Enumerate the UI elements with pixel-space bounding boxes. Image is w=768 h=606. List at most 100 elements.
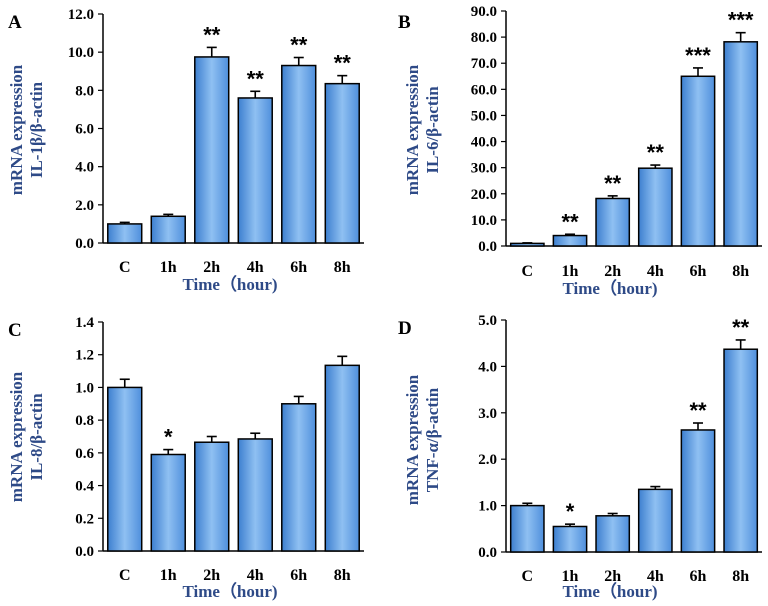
x-tick-label: 2h	[604, 263, 621, 280]
bar-a-8h	[324, 82, 360, 244]
x-tick-label: C	[522, 263, 534, 280]
x-axis-title: Time（hour)	[562, 581, 657, 601]
significance-marker: **	[732, 315, 750, 340]
x-tick-label: 8h	[334, 259, 351, 276]
bar-d-4h	[637, 488, 673, 553]
bar-b-2h	[595, 197, 631, 247]
bar-d-1h	[552, 525, 588, 553]
y-tick-label: 0.0	[478, 545, 497, 561]
significance-marker: **	[604, 171, 622, 196]
y-tick-label: 40.0	[471, 135, 497, 151]
y-axis-title-line2: IL-1β/β-actin	[27, 81, 46, 178]
chart-panel-a: A 0.0 2.0 4.0 6.0 8.0 10.0 12.0 C 1h ** 2h ** 4h ** 6h *…	[7, 7, 364, 294]
bar-a-6h	[281, 64, 317, 244]
x-tick-label: C	[119, 567, 131, 584]
chart-panel-d: D 0.0 1.0 2.0 3.0 4.0 5.0 C * 1h 2h 4h ** 6h ** 8h Time（…	[398, 313, 762, 601]
bar-d-c	[509, 504, 545, 553]
x-tick-label: C	[522, 568, 534, 585]
chart-panel-b: B 0.0 10.0 20.0 30.0 40.0 50.0 60.0 70.0 80.0 90.0…	[398, 4, 762, 298]
bar-c-c	[107, 386, 143, 552]
y-axis-title-line2: TNF-α/β-actin	[423, 387, 442, 492]
y-tick-label: 1.4	[75, 315, 94, 331]
y-tick-label: 0.4	[75, 479, 94, 495]
x-tick-label: 4h	[247, 567, 264, 584]
x-tick-label: C	[119, 259, 131, 276]
x-tick-label: 4h	[247, 259, 264, 276]
x-tick-label: 2h	[604, 568, 621, 585]
panel-label: A	[8, 12, 22, 33]
x-tick-label: 6h	[290, 567, 307, 584]
significance-marker: **	[689, 398, 707, 423]
bar-c-8h	[324, 364, 360, 552]
y-tick-label: 1.0	[478, 499, 497, 515]
significance-marker: ***	[728, 8, 754, 33]
y-axis-title-line1: mRNA expression	[403, 374, 422, 505]
bar-a-1h	[150, 215, 186, 244]
y-tick-label: 80.0	[471, 30, 497, 46]
y-axis-title-line2: IL-6/β-actin	[423, 86, 442, 174]
y-tick-label: 1.0	[75, 380, 94, 396]
y-tick-label: 4.0	[75, 160, 94, 176]
y-tick-label: 3.0	[478, 406, 497, 422]
y-tick-label: 50.0	[471, 108, 497, 124]
bar-b-8h	[723, 41, 759, 247]
x-tick-label: 8h	[732, 263, 749, 280]
x-tick-label: 8h	[334, 567, 351, 584]
y-tick-label: 0.0	[75, 544, 94, 560]
bar-d-6h	[680, 429, 716, 553]
panel-label: C	[8, 320, 22, 341]
significance-marker: **	[203, 22, 221, 47]
bar-c-1h	[150, 453, 186, 552]
x-tick-label: 2h	[203, 259, 220, 276]
y-tick-label: 0.6	[75, 446, 94, 462]
y-tick-label: 30.0	[471, 161, 497, 177]
significance-marker: ***	[685, 43, 711, 68]
y-tick-label: 0.2	[75, 511, 94, 527]
x-tick-label: 1h	[562, 263, 579, 280]
y-axis-title-line1: mRNA expression	[7, 371, 26, 502]
bar-b-4h	[637, 167, 673, 247]
x-tick-label: 2h	[203, 567, 220, 584]
significance-marker: **	[647, 140, 665, 165]
significance-marker: *	[566, 499, 575, 524]
x-tick-label: 4h	[647, 263, 664, 280]
panel-label: B	[398, 12, 411, 33]
x-tick-label: 6h	[690, 568, 707, 585]
bar-c-6h	[281, 403, 317, 552]
y-tick-label: 0.0	[75, 236, 94, 252]
y-tick-label: 0.0	[478, 239, 497, 255]
x-axis-title: Time（hour)	[182, 274, 277, 294]
y-axis-title-line2: IL-8/β-actin	[27, 393, 46, 481]
y-tick-label: 5.0	[478, 313, 497, 329]
y-tick-label: 0.8	[75, 413, 94, 429]
y-tick-label: 10.0	[471, 213, 497, 229]
x-tick-label: 1h	[160, 259, 177, 276]
x-tick-label: 6h	[690, 263, 707, 280]
significance-marker: **	[290, 33, 308, 58]
bar-a-c	[107, 223, 143, 244]
bar-c-4h	[237, 438, 273, 552]
significance-marker: **	[247, 66, 265, 91]
x-tick-label: 6h	[290, 259, 307, 276]
bar-b-1h	[552, 234, 588, 247]
bar-b-c	[509, 242, 545, 247]
y-tick-label: 10.0	[68, 45, 94, 61]
x-axis-title: Time（hour)	[562, 278, 657, 298]
x-axis-title: Time（hour)	[182, 581, 277, 601]
significance-marker: **	[334, 51, 352, 76]
y-tick-label: 70.0	[471, 56, 497, 72]
y-tick-label: 1.2	[75, 348, 94, 364]
y-axis-title-line1: mRNA expression	[403, 64, 422, 195]
panel-label: D	[398, 318, 412, 339]
bar-b-6h	[680, 75, 716, 247]
significance-marker: **	[561, 209, 579, 234]
x-tick-label: 1h	[160, 567, 177, 584]
bar-c-2h	[194, 441, 230, 552]
chart-panel-c: C 0.0 0.2 0.4 0.6 0.8 1.0 1.2 1.4 C * 1h 2h 4h 6h 8h Tim…	[7, 315, 364, 601]
y-axis-title-line1: mRNA expression	[7, 64, 26, 195]
y-tick-label: 2.0	[75, 198, 94, 214]
y-tick-label: 90.0	[471, 4, 497, 20]
y-tick-label: 4.0	[478, 359, 497, 375]
y-tick-label: 6.0	[75, 122, 94, 138]
